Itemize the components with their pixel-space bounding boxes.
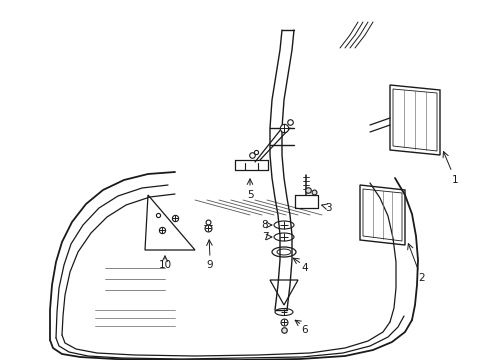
Text: 2: 2 [418,273,425,283]
Text: 5: 5 [246,190,253,200]
Text: 6: 6 [301,325,307,335]
Text: 10: 10 [158,260,171,270]
Text: 1: 1 [451,175,457,185]
Text: 3: 3 [324,203,331,213]
Text: 9: 9 [206,260,213,270]
Text: 8: 8 [261,220,268,230]
Text: 7: 7 [261,232,268,242]
Text: 4: 4 [301,263,307,273]
